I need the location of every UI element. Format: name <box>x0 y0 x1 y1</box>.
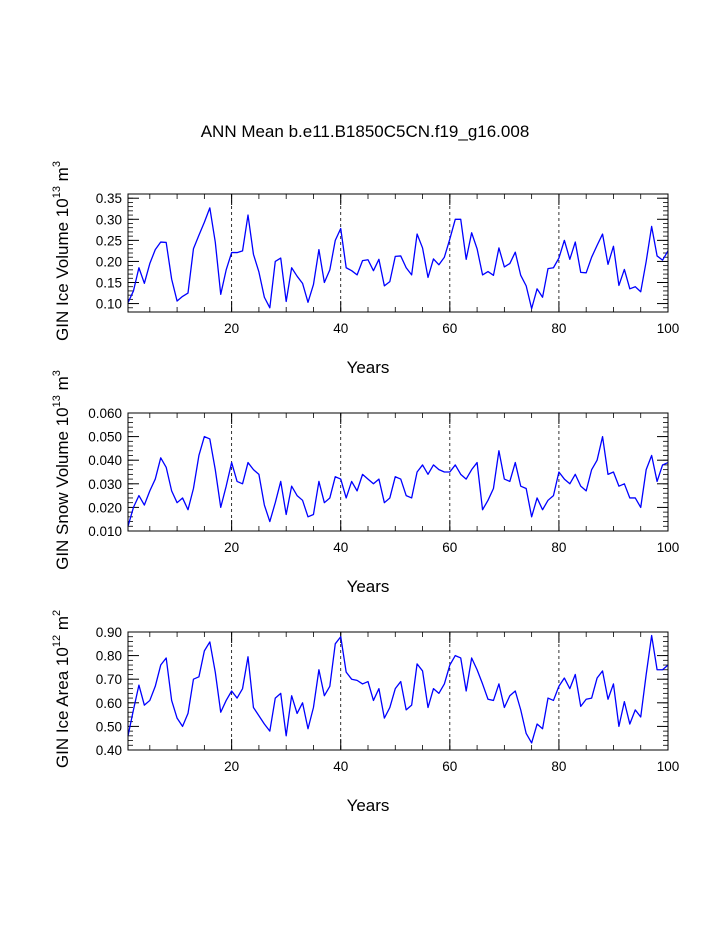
y-tick-label: 0.040 <box>88 453 122 468</box>
panel-gin-snow-volume: 20 40 60 80 100 0.010 0.020 0.030 0.040 0.050 0.06… <box>51 370 679 596</box>
x-tick-label: 40 <box>333 540 348 555</box>
y-tick-label: 0.50 <box>96 719 122 734</box>
x-tick-label: 80 <box>551 759 566 774</box>
x-tick-label: 60 <box>442 540 457 555</box>
y-tick-label: 0.20 <box>96 254 122 269</box>
y-tick-label: 0.60 <box>96 696 122 711</box>
x-tick-label: 20 <box>224 540 239 555</box>
x-tick-label: 100 <box>657 759 680 774</box>
series-line <box>127 435 669 527</box>
y-axis-title: GIN Ice Volume 1013 m3 <box>51 161 72 341</box>
y-tick-label: 0.40 <box>96 743 122 758</box>
y-tick-label: 0.060 <box>88 406 122 421</box>
y-tick-label: 0.15 <box>96 276 122 291</box>
panel-gin-ice-volume: 20 40 60 80 100 0.10 0.15 0.20 0.25 0.30 0.35 Years… <box>51 161 679 377</box>
x-tick-label: 20 <box>224 759 239 774</box>
plot-frame <box>127 412 669 532</box>
y-tick-label: 0.020 <box>88 500 122 515</box>
y-tick-label: 0.030 <box>88 477 122 492</box>
panel-gin-ice-area: 20 40 60 80 100 0.40 0.50 0.60 0.70 0.80 0.90 Years… <box>51 610 679 815</box>
x-tick-label: 80 <box>551 540 566 555</box>
series-line <box>127 634 669 744</box>
y-tick-label: 0.35 <box>96 191 122 206</box>
y-tick-label: 0.25 <box>96 233 122 248</box>
y-axis-title: GIN Snow Volume 1013 m3 <box>51 370 72 570</box>
y-tick-label: 0.70 <box>96 672 122 687</box>
x-tick-label: 40 <box>333 759 348 774</box>
x-tick-label: 100 <box>657 540 680 555</box>
x-axis-title: Years <box>347 577 390 596</box>
x-tick-label: 20 <box>224 321 239 336</box>
y-axis-title: GIN Ice Area 1012 m2 <box>51 610 72 768</box>
x-tick-label: 100 <box>657 321 680 336</box>
x-axis-title: Years <box>347 796 390 815</box>
x-tick-label: 80 <box>551 321 566 336</box>
x-tick-label: 40 <box>333 321 348 336</box>
y-tick-label: 0.050 <box>88 430 122 445</box>
y-tick-label: 0.30 <box>96 212 122 227</box>
y-tick-label: 0.10 <box>96 297 122 312</box>
x-tick-label: 60 <box>442 759 457 774</box>
plot-frame <box>127 631 669 751</box>
y-tick-label: 0.010 <box>88 524 122 539</box>
x-tick-label: 60 <box>442 321 457 336</box>
series-line <box>127 207 669 310</box>
plot-frame <box>127 193 669 313</box>
figure-title: ANN Mean b.e11.B1850C5CN.f19_g16.008 <box>201 122 530 141</box>
x-axis-title: Years <box>347 358 390 377</box>
y-tick-label: 0.90 <box>96 625 122 640</box>
y-tick-label: 0.80 <box>96 649 122 664</box>
